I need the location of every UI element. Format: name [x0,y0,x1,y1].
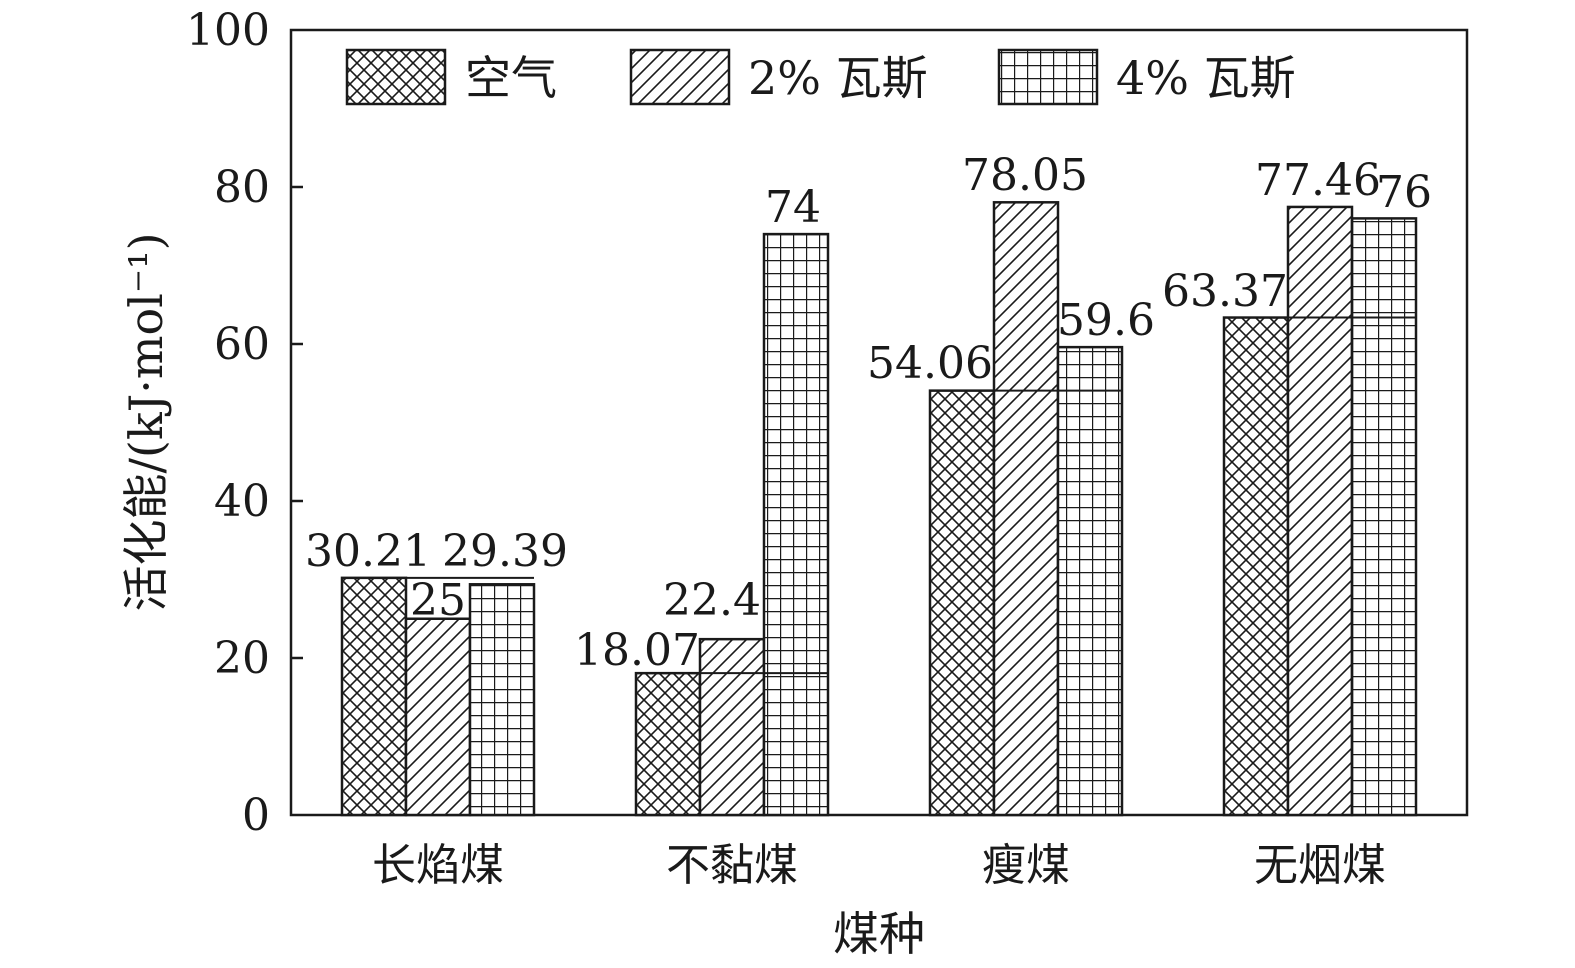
x-tick-label-2: 瘦煤 [982,840,1070,891]
data-label-s0-c3: 63.37 [1162,266,1288,317]
data-label-s1-c1: 22.4 [663,575,761,626]
legend-label-1: 2% 瓦斯 [748,51,928,105]
y-tick-label-3: 60 [214,319,270,370]
y-tick-label-0: 0 [242,790,270,841]
x-tick-label-1: 不黏煤 [666,840,798,891]
data-label-s2-c2: 59.6 [1057,295,1155,346]
data-label-s1-c0: 25 [410,575,466,626]
bar-s1-c3 [1286,205,1354,817]
legend-label-2: 4% 瓦斯 [1116,51,1296,105]
bar-s2-c3 [1350,217,1418,817]
bar-s2-c0 [468,583,536,817]
y-tick-label-5: 100 [186,5,270,56]
legend-swatch-0 [345,48,447,106]
legend-swatch-2 [997,48,1099,106]
x-tick-label-3: 无烟煤 [1254,840,1386,891]
y-axis-title: 活化能/(kJ·mol⁻¹) [119,232,173,611]
bar-s1-c0 [404,617,472,817]
plot-area [289,28,1469,817]
bar-s2-c1 [762,232,830,817]
x-axis: 长焰煤 不黏煤 瘦煤 无烟煤 [372,803,1386,891]
legend-item-0: 空气 [345,48,557,106]
legend-label-0: 空气 [465,51,557,105]
data-label-s0-c1: 18.07 [574,625,700,676]
data-label-s0-c2: 54.06 [867,338,993,389]
data-label-s0-c0: 30.21 [305,526,431,577]
bar-s0-c3 [1222,316,1290,817]
bar-s0-c2 [928,389,996,817]
y-tick-label-1: 20 [214,633,270,684]
x-tick-label-0: 长焰煤 [372,840,504,891]
bar-s1-c2 [992,201,1060,817]
bar-s2-c2 [1056,345,1124,817]
bar-s0-c1 [634,671,702,817]
data-label-s1-c3: 77.46 [1255,155,1381,206]
data-labels: 30.21 18.07 54.06 63.37 25 22.4 78.05 77.46 29.3… [305,150,1432,676]
y-tick-label-2: 40 [214,476,270,527]
data-label-s2-c0: 29.39 [442,526,568,577]
plot-frame [289,28,1469,817]
x-axis-title: 煤种 [833,907,925,961]
legend-swatch-1 [629,48,731,106]
bars [340,201,1418,817]
legend-item-2: 4% 瓦斯 [997,48,1296,106]
legend: 空气 2% 瓦斯 4% 瓦斯 [345,48,1296,106]
y-axis: 0 20 40 60 80 100 [186,5,303,841]
bar-s0-c0 [340,576,408,817]
data-label-s1-c2: 78.05 [962,150,1088,201]
data-label-s2-c1: 74 [765,182,821,233]
y-tick-label-4: 80 [214,162,270,213]
legend-item-1: 2% 瓦斯 [629,48,928,106]
bar-s1-c1 [698,637,766,817]
data-label-s2-c3: 76 [1376,167,1432,218]
